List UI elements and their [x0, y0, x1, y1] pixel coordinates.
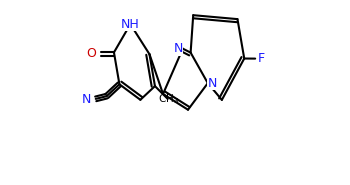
Text: $\mathregular{CH_3}$: $\mathregular{CH_3}$	[158, 92, 179, 106]
Text: N: N	[82, 93, 92, 106]
Text: F: F	[258, 52, 265, 65]
Text: O: O	[86, 47, 96, 60]
Text: NH: NH	[121, 18, 140, 31]
Text: N: N	[208, 77, 217, 90]
Text: N: N	[174, 42, 183, 55]
